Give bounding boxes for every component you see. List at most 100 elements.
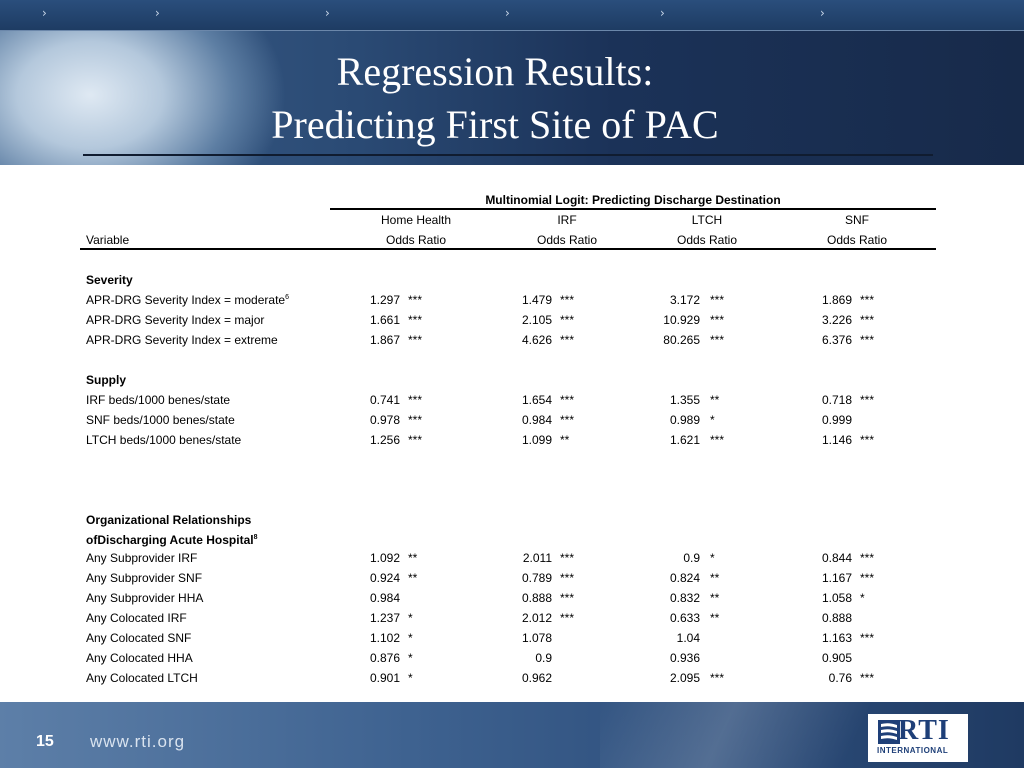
row-label-text: Any Colocated LTCH: [86, 671, 198, 685]
odds-ratio-value: 0.978: [369, 413, 400, 427]
significance-stars: ***: [560, 393, 575, 407]
odds-ratio-value: 1.355: [669, 393, 700, 407]
section-heading: Organizational Relationships: [86, 513, 252, 527]
odds-ratio-value: 1.102: [369, 631, 400, 645]
odds-ratio-value: 0.999: [821, 413, 852, 427]
significance-stars: ***: [860, 313, 875, 327]
odds-ratio-value: 0.984: [521, 413, 552, 427]
odds-ratio-value: 0.633: [669, 611, 700, 625]
significance-stars: *: [860, 591, 865, 605]
chevron-right-icon[interactable]: ›: [505, 6, 510, 20]
odds-ratio-value: 1.867: [369, 333, 400, 347]
footnote-marker: 6: [285, 294, 289, 301]
header-rule: [330, 208, 936, 210]
odds-ratio-value: 0.844: [821, 551, 852, 565]
table-row: Any Colocated LTCH 0.901 * 0.962 2.095 *** 0.7…: [80, 668, 936, 688]
significance-stars: **: [710, 393, 720, 407]
table-row: IRF beds/1000 benes/state 0.741 *** 1.654 **…: [80, 390, 936, 410]
odds-ratio-value: 1.099: [521, 433, 552, 447]
odds-ratio-value: 1.869: [821, 293, 852, 307]
odds-ratio-value: 0.832: [669, 591, 700, 605]
odds-ratio-value: 4.626: [521, 333, 552, 347]
odds-ratio-value: 0.936: [669, 651, 700, 665]
footer-url: www.rti.org: [90, 732, 186, 751]
significance-stars: *: [408, 631, 413, 645]
odds-ratio-value: 0.924: [369, 571, 400, 585]
significance-stars: **: [710, 591, 720, 605]
chevron-right-icon[interactable]: ›: [660, 6, 665, 20]
column-header: SNF: [845, 213, 869, 227]
variable-header: Variable: [86, 233, 130, 247]
rti-logo-mark-icon: [878, 720, 900, 744]
section-heading-text: ofDischarging Acute Hospital: [86, 533, 254, 547]
slide-title: Regression Results: Predicting First Sit…: [0, 45, 990, 151]
significance-stars: ***: [408, 333, 423, 347]
row-label-text: Any Subprovider HHA: [86, 591, 204, 605]
chevron-right-icon[interactable]: ›: [325, 6, 330, 20]
significance-stars: **: [710, 611, 720, 625]
row-label: SNF beds/1000 benes/state: [86, 413, 235, 427]
odds-ratio-value: 2.011: [522, 551, 552, 565]
significance-stars: *: [408, 671, 413, 685]
significance-stars: ***: [710, 293, 725, 307]
odds-ratio-value: 0.962: [521, 671, 552, 685]
significance-stars: ***: [860, 293, 875, 307]
odds-ratio-value: 1.621: [669, 433, 700, 447]
odds-ratio-value: 10.929: [663, 313, 700, 327]
significance-stars: ***: [860, 551, 875, 565]
odds-ratio-header: Odds Ratio: [385, 233, 447, 247]
row-label: Any Colocated IRF: [86, 611, 187, 625]
odds-ratio-value: 80.265: [663, 333, 700, 347]
significance-stars: ***: [408, 313, 423, 327]
row-label: Any Subprovider HHA: [86, 591, 203, 605]
row-label-text: APR-DRG Severity Index = major: [86, 313, 265, 327]
significance-stars: ***: [560, 571, 575, 585]
odds-ratio-header: Odds Ratio: [826, 233, 888, 247]
title-divider: [83, 154, 933, 156]
significance-stars: ***: [860, 571, 875, 585]
significance-stars: ***: [560, 313, 575, 327]
row-label-text: IRF beds/1000 benes/state: [86, 393, 231, 407]
significance-stars: ***: [710, 671, 725, 685]
chevron-right-icon[interactable]: ›: [155, 6, 160, 20]
chevron-right-icon[interactable]: ›: [42, 6, 47, 20]
table-row: APR-DRG Severity Index = moderate6 1.297 *…: [80, 290, 936, 310]
column-header: IRF: [557, 213, 577, 227]
row-label: APR-DRG Severity Index = major: [86, 313, 264, 327]
row-label: Any Subprovider SNF: [86, 571, 202, 585]
significance-stars: ***: [860, 333, 875, 347]
table-row: Any Subprovider HHA 0.984 0.888 *** 0.832 ** 1…: [80, 588, 936, 608]
significance-stars: ***: [710, 433, 725, 447]
odds-ratio-value: 0.718: [821, 393, 852, 407]
row-label: Any Colocated SNF: [86, 631, 191, 645]
odds-ratio-value: 0.888: [521, 591, 552, 605]
section-heading: Severity: [86, 273, 133, 287]
significance-stars: ***: [860, 393, 875, 407]
row-label: IRF beds/1000 benes/state: [86, 393, 230, 407]
table-row: APR-DRG Severity Index = extreme 1.867 ***…: [80, 330, 936, 350]
odds-ratio-value: 3.172: [669, 293, 700, 307]
significance-stars: ***: [860, 631, 875, 645]
rti-logo-wordmark: RTI: [898, 715, 950, 746]
significance-stars: **: [560, 433, 570, 447]
odds-ratio-value: 1.058: [821, 591, 852, 605]
row-label: APR-DRG Severity Index = moderate6: [86, 293, 289, 307]
odds-ratio-value: 0.901: [369, 671, 400, 685]
row-label: Any Subprovider IRF: [86, 551, 197, 565]
significance-stars: ***: [560, 293, 575, 307]
table-row: Any Colocated SNF 1.102 * 1.078 1.04 1.163 ***: [80, 628, 936, 648]
significance-stars: *: [408, 611, 413, 625]
significance-stars: ***: [710, 313, 725, 327]
row-label-text: Any Colocated SNF: [86, 631, 192, 645]
table-row: APR-DRG Severity Index = major 1.661 *** 2.…: [80, 310, 936, 330]
table-super-header: Multinomial Logit: Predicting Discharge …: [485, 193, 781, 207]
table-row: Any Colocated IRF 1.237 * 2.012 *** 0.633 ** 0.…: [80, 608, 936, 628]
column-header: Home Health: [380, 213, 452, 227]
odds-ratio-value: 0.905: [821, 651, 852, 665]
significance-stars: ***: [560, 551, 575, 565]
row-label-text: SNF beds/1000 benes/state: [86, 413, 235, 427]
odds-ratio-value: 1.479: [521, 293, 552, 307]
table-row: LTCH beds/1000 benes/state 1.256 *** 1.099 *…: [80, 430, 936, 450]
nav-bar: › › › › › ›: [0, 0, 1024, 31]
chevron-right-icon[interactable]: ›: [820, 6, 825, 20]
